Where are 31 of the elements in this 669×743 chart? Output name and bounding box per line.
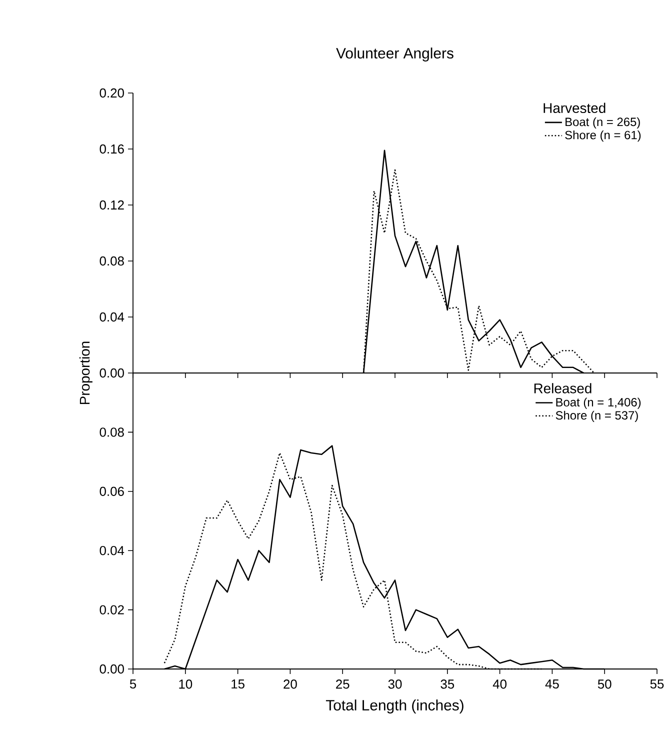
y-tick-label: 0.08 <box>100 256 124 266</box>
y-axis-title: Proportion <box>79 342 92 404</box>
legend-title: Released <box>534 383 592 394</box>
x-axis-title: Total Length (inches) <box>326 700 464 714</box>
x-tick-label: 45 <box>545 680 559 689</box>
x-tick-label: 50 <box>598 680 612 689</box>
legend-label: Boat (n = 1,406) <box>556 398 641 409</box>
y-tick-label: 0.06 <box>100 486 124 496</box>
legend-title: Harvested <box>544 102 606 114</box>
x-tick-label: 15 <box>232 680 244 689</box>
y-tick-label: 0.16 <box>100 144 124 154</box>
chart-title: Volunteer Anglers <box>336 48 454 62</box>
legend-label: Shore (n = 61) <box>565 130 641 142</box>
x-tick-label: 20 <box>284 680 297 689</box>
x-tick-label: 25 <box>336 680 350 689</box>
x-tick-label: 5 <box>130 680 136 689</box>
y-tick-label: 0.00 <box>100 664 124 674</box>
y-tick-label: 0.08 <box>100 428 124 437</box>
x-tick-label: 40 <box>492 680 507 689</box>
y-tick-label: 0.04 <box>100 312 124 322</box>
legend-label: Shore (n = 537) <box>556 410 638 422</box>
x-tick-label: 35 <box>440 680 454 689</box>
y-tick-label: 0.12 <box>100 200 124 210</box>
legend-label: Boat (n = 265) <box>566 117 640 128</box>
y-tick-label: 0.20 <box>100 88 124 98</box>
y-tick-label: 0.02 <box>100 605 124 614</box>
x-tick-label: 10 <box>179 680 192 689</box>
x-tick-label: 55 <box>650 680 664 689</box>
x-tick-label: 30 <box>388 680 402 689</box>
y-tick-label: 0.04 <box>100 546 124 556</box>
y-tick-label: 0.00 <box>100 368 124 378</box>
